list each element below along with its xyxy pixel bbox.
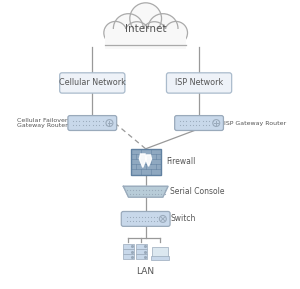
Circle shape — [130, 3, 161, 34]
Text: ISP Network: ISP Network — [175, 78, 223, 88]
FancyBboxPatch shape — [105, 29, 186, 49]
FancyBboxPatch shape — [60, 73, 125, 93]
Polygon shape — [146, 155, 152, 166]
FancyBboxPatch shape — [152, 247, 168, 257]
Text: Firewall: Firewall — [166, 157, 195, 166]
Circle shape — [124, 22, 150, 47]
FancyBboxPatch shape — [130, 149, 161, 175]
Circle shape — [113, 14, 143, 43]
Circle shape — [142, 22, 167, 47]
Circle shape — [164, 21, 188, 44]
Polygon shape — [139, 154, 146, 167]
FancyBboxPatch shape — [136, 244, 147, 249]
FancyBboxPatch shape — [175, 116, 224, 130]
FancyBboxPatch shape — [123, 254, 134, 259]
FancyBboxPatch shape — [123, 249, 134, 254]
FancyBboxPatch shape — [136, 254, 147, 259]
Text: ISP Gateway Router: ISP Gateway Router — [224, 121, 286, 125]
FancyBboxPatch shape — [136, 249, 147, 254]
FancyBboxPatch shape — [123, 244, 134, 249]
Text: Serial Console: Serial Console — [170, 187, 225, 196]
FancyBboxPatch shape — [151, 256, 169, 260]
Text: Cellular Network: Cellular Network — [59, 78, 126, 88]
Text: Switch: Switch — [170, 214, 196, 223]
FancyBboxPatch shape — [68, 116, 117, 130]
FancyBboxPatch shape — [121, 212, 170, 226]
Text: Cellular Failover
Gateway Router: Cellular Failover Gateway Router — [17, 118, 68, 128]
Text: Internet: Internet — [125, 24, 166, 34]
Polygon shape — [123, 186, 168, 197]
Circle shape — [104, 21, 127, 44]
FancyBboxPatch shape — [167, 73, 232, 93]
Circle shape — [148, 14, 178, 43]
Text: LAN: LAN — [136, 267, 155, 276]
